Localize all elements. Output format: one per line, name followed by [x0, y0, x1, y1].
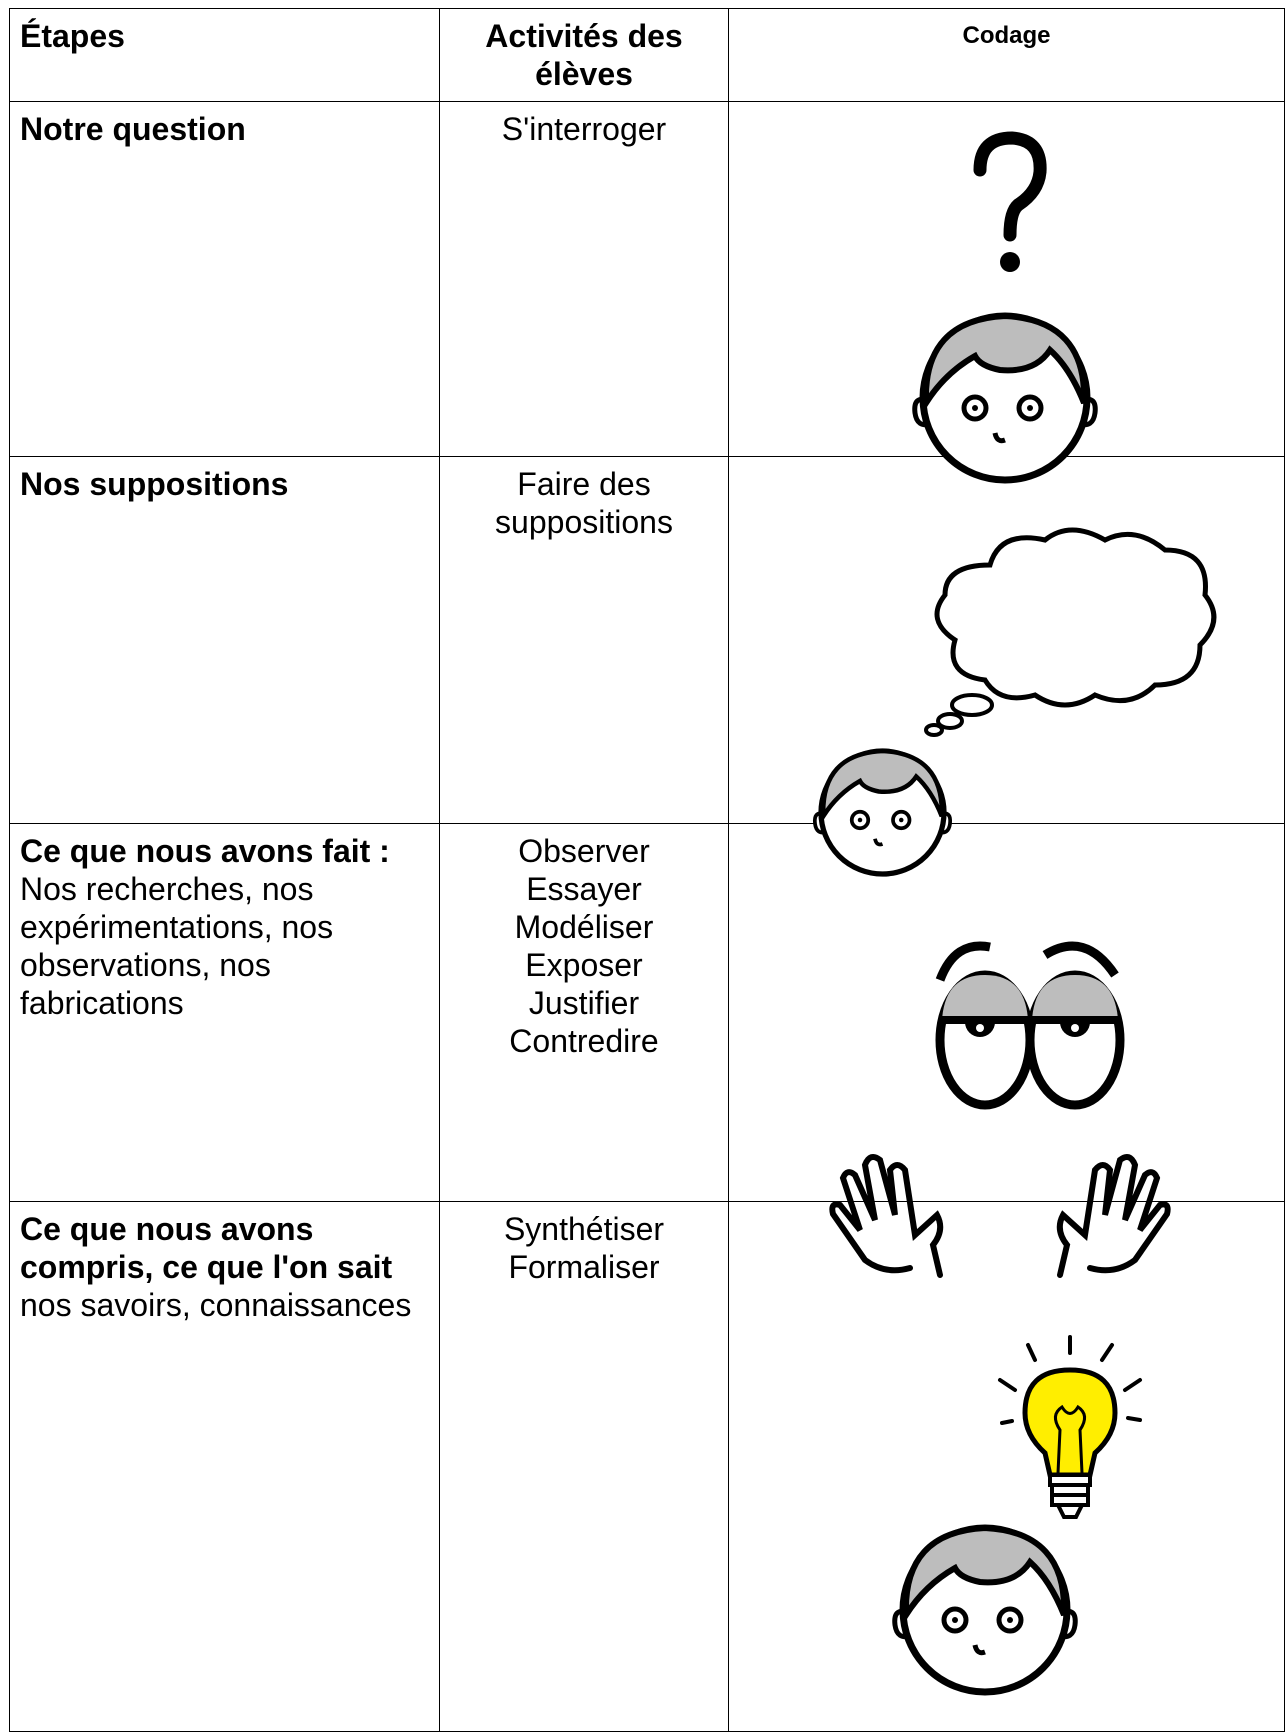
- stage-cell: Ce que nous avons fait : Nos recherches,…: [9, 823, 440, 1202]
- activity: Essayer: [526, 871, 642, 907]
- header-cell: Étapes: [9, 8, 440, 102]
- happy-face: [875, 1500, 1095, 1700]
- activity: Observer: [518, 833, 650, 869]
- activity: Synthétiser: [503, 1211, 665, 1247]
- steps-table: Étapes Activités des élèves Codage Notre…: [9, 8, 1285, 1732]
- activity: Justifier: [528, 985, 640, 1021]
- question-mark: [973, 131, 1047, 272]
- light-bulb: [998, 1335, 1142, 1519]
- stage-title: Notre question: [20, 111, 246, 147]
- eyes: [935, 941, 1125, 1110]
- activity: Exposer: [525, 947, 643, 983]
- stage-cell: Ce que nous avons compris, ce que l'on s…: [9, 1201, 440, 1732]
- row: Ce que nous avons compris, ce que l'on s…: [9, 1201, 1285, 1732]
- stage-detail: Nos recherches, nos expérimentations, no…: [20, 871, 334, 1021]
- activities-cell: Faire des suppositions: [439, 456, 729, 824]
- puzzled-face: [895, 288, 1115, 488]
- thought-cloud: [924, 527, 1217, 737]
- activity: Faire des suppositions: [495, 466, 673, 540]
- hands: [829, 1153, 1171, 1278]
- activity: Modéliser: [514, 909, 654, 945]
- thinking-face: [800, 730, 965, 880]
- activities-cell: S'interroger: [439, 101, 729, 457]
- activity: Formaliser: [508, 1249, 660, 1285]
- stage-cell: Notre question: [9, 101, 440, 457]
- header-row: Étapes Activités des élèves Codage: [9, 8, 1285, 102]
- activity: Contredire: [509, 1023, 659, 1059]
- activities-cell: Observer Essayer Modéliser Exposer Justi…: [439, 823, 729, 1202]
- stage-detail: nos savoirs, connaissances: [20, 1287, 412, 1323]
- stage-cell: Nos suppositions: [9, 456, 440, 824]
- stage-title: Ce que nous avons compris, ce que l'on s…: [20, 1211, 393, 1285]
- activity: S'interroger: [501, 111, 667, 147]
- stage-title: Ce que nous avons fait :: [20, 833, 390, 869]
- activities-cell: Synthétiser Formaliser: [439, 1201, 729, 1732]
- stage-title: Nos suppositions: [20, 466, 289, 502]
- row: Ce que nous avons fait : Nos recherches,…: [9, 823, 1285, 1202]
- header-cell: Codage: [728, 8, 1285, 102]
- header-cell: Activités des élèves: [439, 8, 729, 102]
